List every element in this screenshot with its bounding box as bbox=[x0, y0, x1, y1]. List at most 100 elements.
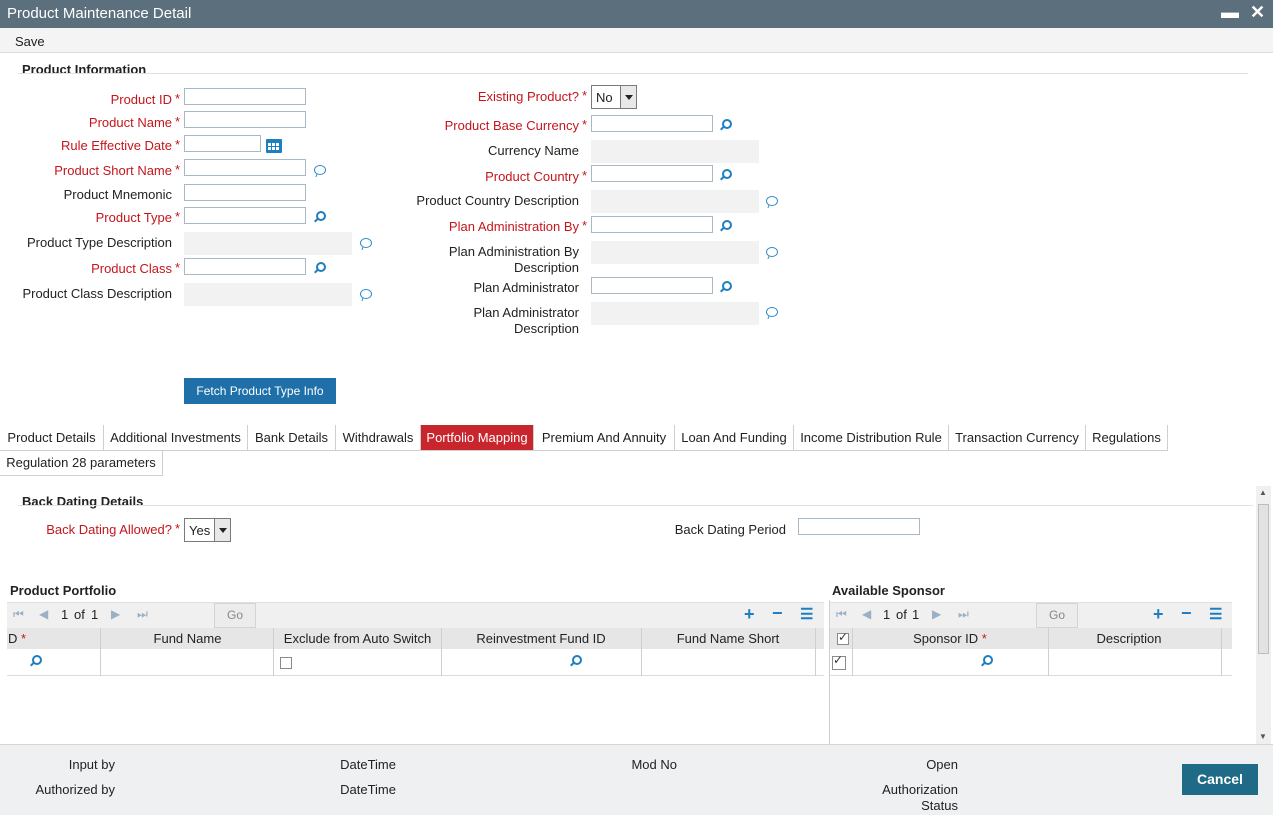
plan-administration-by-label: Plan Administration By bbox=[448, 219, 579, 234]
close-icon[interactable]: ✕ bbox=[1250, 2, 1266, 22]
column-divider bbox=[1048, 628, 1049, 676]
product-base-currency-input[interactable] bbox=[591, 115, 713, 132]
search-icon[interactable] bbox=[719, 281, 733, 295]
tab-premium-and-annuity[interactable]: Premium And Annuity bbox=[534, 425, 675, 450]
sponsor-grid-header: Sponsor ID * Description bbox=[830, 628, 1232, 650]
list-view-icon[interactable]: ☰ bbox=[800, 606, 814, 623]
description-bubble-icon[interactable] bbox=[359, 237, 373, 251]
column-divider bbox=[273, 628, 274, 676]
tab-regulation-28-parameters[interactable]: Regulation 28 parameters bbox=[0, 450, 163, 475]
row-select-checkbox[interactable] bbox=[832, 653, 846, 670]
select-all-checkbox[interactable] bbox=[837, 630, 849, 645]
search-icon[interactable] bbox=[29, 655, 43, 669]
plan-administrator-input[interactable] bbox=[591, 277, 713, 294]
description-bubble-icon[interactable] bbox=[313, 164, 327, 178]
product-id-input[interactable] bbox=[184, 88, 306, 105]
cancel-button[interactable]: Cancel bbox=[1182, 764, 1258, 795]
search-icon[interactable] bbox=[313, 262, 327, 276]
product-mnemonic-input[interactable] bbox=[184, 184, 306, 201]
product-name-input[interactable] bbox=[184, 111, 306, 128]
column-header-label: D bbox=[8, 631, 18, 646]
description-bubble-icon[interactable] bbox=[359, 288, 373, 302]
product-short-name-input[interactable] bbox=[184, 159, 306, 176]
tab-additional-investments[interactable]: Additional Investments bbox=[104, 425, 248, 450]
search-icon[interactable] bbox=[719, 220, 733, 234]
required-mark: * bbox=[175, 209, 181, 224]
add-row-icon[interactable]: + bbox=[744, 604, 755, 624]
delete-row-icon[interactable]: − bbox=[772, 603, 783, 623]
previous-page-icon[interactable]: ◀ bbox=[39, 607, 49, 621]
go-button[interactable]: Go bbox=[1036, 603, 1078, 628]
plan-administration-by-input[interactable] bbox=[591, 216, 713, 233]
minimize-icon[interactable]: ▬ bbox=[1221, 2, 1239, 22]
label-line: Plan Administration By bbox=[448, 244, 579, 259]
product-mnemonic-label: Product Mnemonic bbox=[63, 187, 172, 202]
search-icon[interactable] bbox=[719, 119, 733, 133]
fetch-product-type-info-button[interactable]: Fetch Product Type Info bbox=[184, 378, 336, 404]
scroll-up-icon[interactable]: ▲ bbox=[1259, 488, 1267, 497]
back-dating-period-input[interactable] bbox=[798, 518, 920, 535]
required-mark: * bbox=[21, 631, 27, 646]
search-icon[interactable] bbox=[313, 211, 327, 225]
product-name-label: Product Name bbox=[88, 115, 172, 130]
first-page-icon[interactable]: ⏮ bbox=[13, 607, 24, 621]
tab-transaction-currency[interactable]: Transaction Currency bbox=[949, 425, 1086, 450]
required-mark: * bbox=[981, 631, 987, 646]
calendar-icon[interactable] bbox=[266, 139, 282, 153]
product-country-label: Product Country bbox=[485, 169, 579, 184]
last-page-icon[interactable]: ⏭ bbox=[958, 607, 969, 621]
tab-portfolio-mapping[interactable]: Portfolio Mapping bbox=[421, 425, 534, 450]
panel-divider bbox=[829, 600, 830, 744]
list-view-icon[interactable]: ☰ bbox=[1209, 606, 1223, 623]
first-page-icon[interactable]: ⏮ bbox=[836, 607, 847, 621]
table-row bbox=[830, 649, 1232, 676]
product-information-title: Product Information bbox=[22, 62, 147, 77]
product-type-input[interactable] bbox=[184, 207, 306, 224]
required-mark: * bbox=[582, 168, 588, 183]
back-dating-period-label: Back Dating Period bbox=[674, 522, 786, 537]
column-header-description: Description bbox=[1096, 631, 1162, 646]
next-page-icon[interactable]: ▶ bbox=[932, 607, 942, 621]
add-row-icon[interactable]: + bbox=[1153, 604, 1164, 624]
existing-product-select[interactable]: No bbox=[591, 85, 637, 109]
search-icon[interactable] bbox=[980, 655, 994, 669]
existing-product-label: Existing Product? bbox=[477, 89, 579, 104]
column-divider bbox=[815, 628, 816, 676]
column-header-label: Sponsor ID bbox=[913, 631, 979, 646]
tab-income-distribution-rule[interactable]: Income Distribution Rule bbox=[794, 425, 949, 450]
vertical-scrollbar[interactable]: ▲ ▼ bbox=[1256, 486, 1271, 744]
description-bubble-icon[interactable] bbox=[765, 195, 779, 209]
description-bubble-icon[interactable] bbox=[765, 246, 779, 260]
last-page-icon[interactable]: ⏭ bbox=[137, 607, 148, 621]
scroll-down-icon[interactable]: ▼ bbox=[1259, 732, 1267, 741]
tab-product-details[interactable]: Product Details bbox=[0, 425, 104, 450]
tab-bank-details[interactable]: Bank Details bbox=[248, 425, 336, 450]
exclude-from-auto-switch-checkbox[interactable] bbox=[280, 657, 292, 669]
column-divider bbox=[852, 628, 853, 676]
tab-regulations[interactable]: Regulations bbox=[1086, 425, 1168, 450]
product-country-description-label: Product Country Description bbox=[416, 193, 579, 208]
product-country-input[interactable] bbox=[591, 165, 713, 182]
required-mark: * bbox=[582, 218, 588, 233]
chevron-down-icon bbox=[214, 519, 230, 541]
product-class-input[interactable] bbox=[184, 258, 306, 275]
page-of-label: of bbox=[74, 607, 85, 622]
next-page-icon[interactable]: ▶ bbox=[111, 607, 121, 621]
back-dating-allowed-select[interactable]: Yes bbox=[184, 518, 231, 542]
product-base-currency-label: Product Base Currency bbox=[444, 118, 579, 133]
portfolio-grid-toolbar: ⏮ ◀ 1 of 1 ▶ ⏭ Go + − ☰ bbox=[7, 602, 824, 628]
label-line: Status bbox=[921, 798, 958, 813]
search-icon[interactable] bbox=[719, 169, 733, 183]
previous-page-icon[interactable]: ◀ bbox=[862, 607, 872, 621]
tab-withdrawals[interactable]: Withdrawals bbox=[336, 425, 421, 450]
save-button[interactable]: Save bbox=[15, 34, 45, 49]
window-title: Product Maintenance Detail bbox=[7, 5, 192, 22]
delete-row-icon[interactable]: − bbox=[1181, 603, 1192, 623]
search-icon[interactable] bbox=[569, 655, 583, 669]
tab-loan-and-funding[interactable]: Loan And Funding bbox=[675, 425, 794, 450]
description-bubble-icon[interactable] bbox=[765, 306, 779, 320]
authorized-by-label: Authorized by bbox=[35, 782, 116, 797]
go-button[interactable]: Go bbox=[214, 603, 256, 628]
scrollbar-thumb[interactable] bbox=[1258, 504, 1269, 654]
rule-effective-date-input[interactable] bbox=[184, 135, 261, 152]
